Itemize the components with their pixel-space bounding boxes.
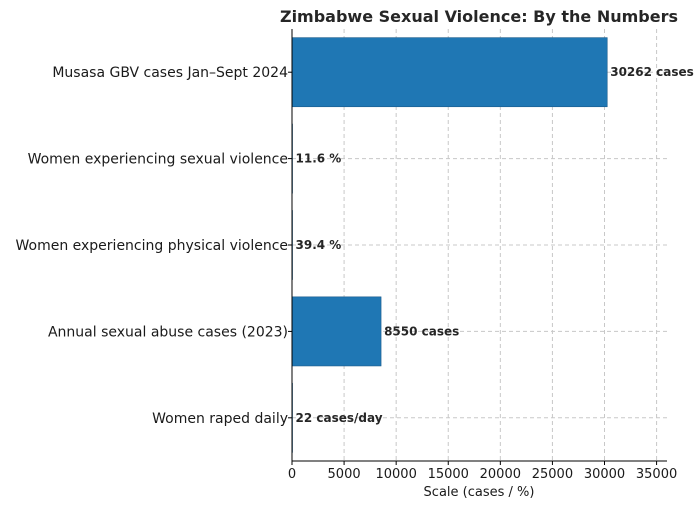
category-label: Musasa GBV cases Jan–Sept 2024	[52, 65, 288, 81]
bar	[291, 37, 608, 108]
chart-title: Zimbabwe Sexual Violence: By the Numbers	[280, 7, 678, 26]
x-tick-label: 25000	[532, 467, 573, 482]
category-label: Annual sexual abuse cases (2023)	[48, 324, 288, 340]
category-label: Women raped daily	[152, 411, 288, 427]
x-tick-label: 15000	[428, 467, 469, 482]
category-label: Women experiencing sexual violence	[28, 152, 288, 168]
bar-value-label: 8550 cases	[384, 324, 459, 338]
bar-value-label: 30262 cases	[610, 65, 694, 79]
label-layer: 0 5000 10000 15000 20000 25000 30000 35000 Musas…	[15, 65, 693, 482]
x-tick-label: 10000	[375, 467, 416, 482]
axis-layer	[288, 29, 667, 465]
bar-value-label: 11.6 %	[296, 152, 342, 166]
category-label: Women experiencing physical violence	[15, 238, 288, 254]
x-tick-label: 35000	[636, 467, 677, 482]
x-tick-label: 20000	[480, 467, 521, 482]
x-axis-label: Scale (cases / %)	[424, 485, 535, 500]
bar	[291, 296, 382, 367]
bar-value-label: 22 cases/day	[296, 411, 383, 425]
x-tick-label: 30000	[584, 467, 625, 482]
x-tick-label: 5000	[328, 467, 361, 482]
x-tick-label: 0	[288, 467, 296, 482]
bar-value-label: 39.4 %	[296, 238, 342, 252]
